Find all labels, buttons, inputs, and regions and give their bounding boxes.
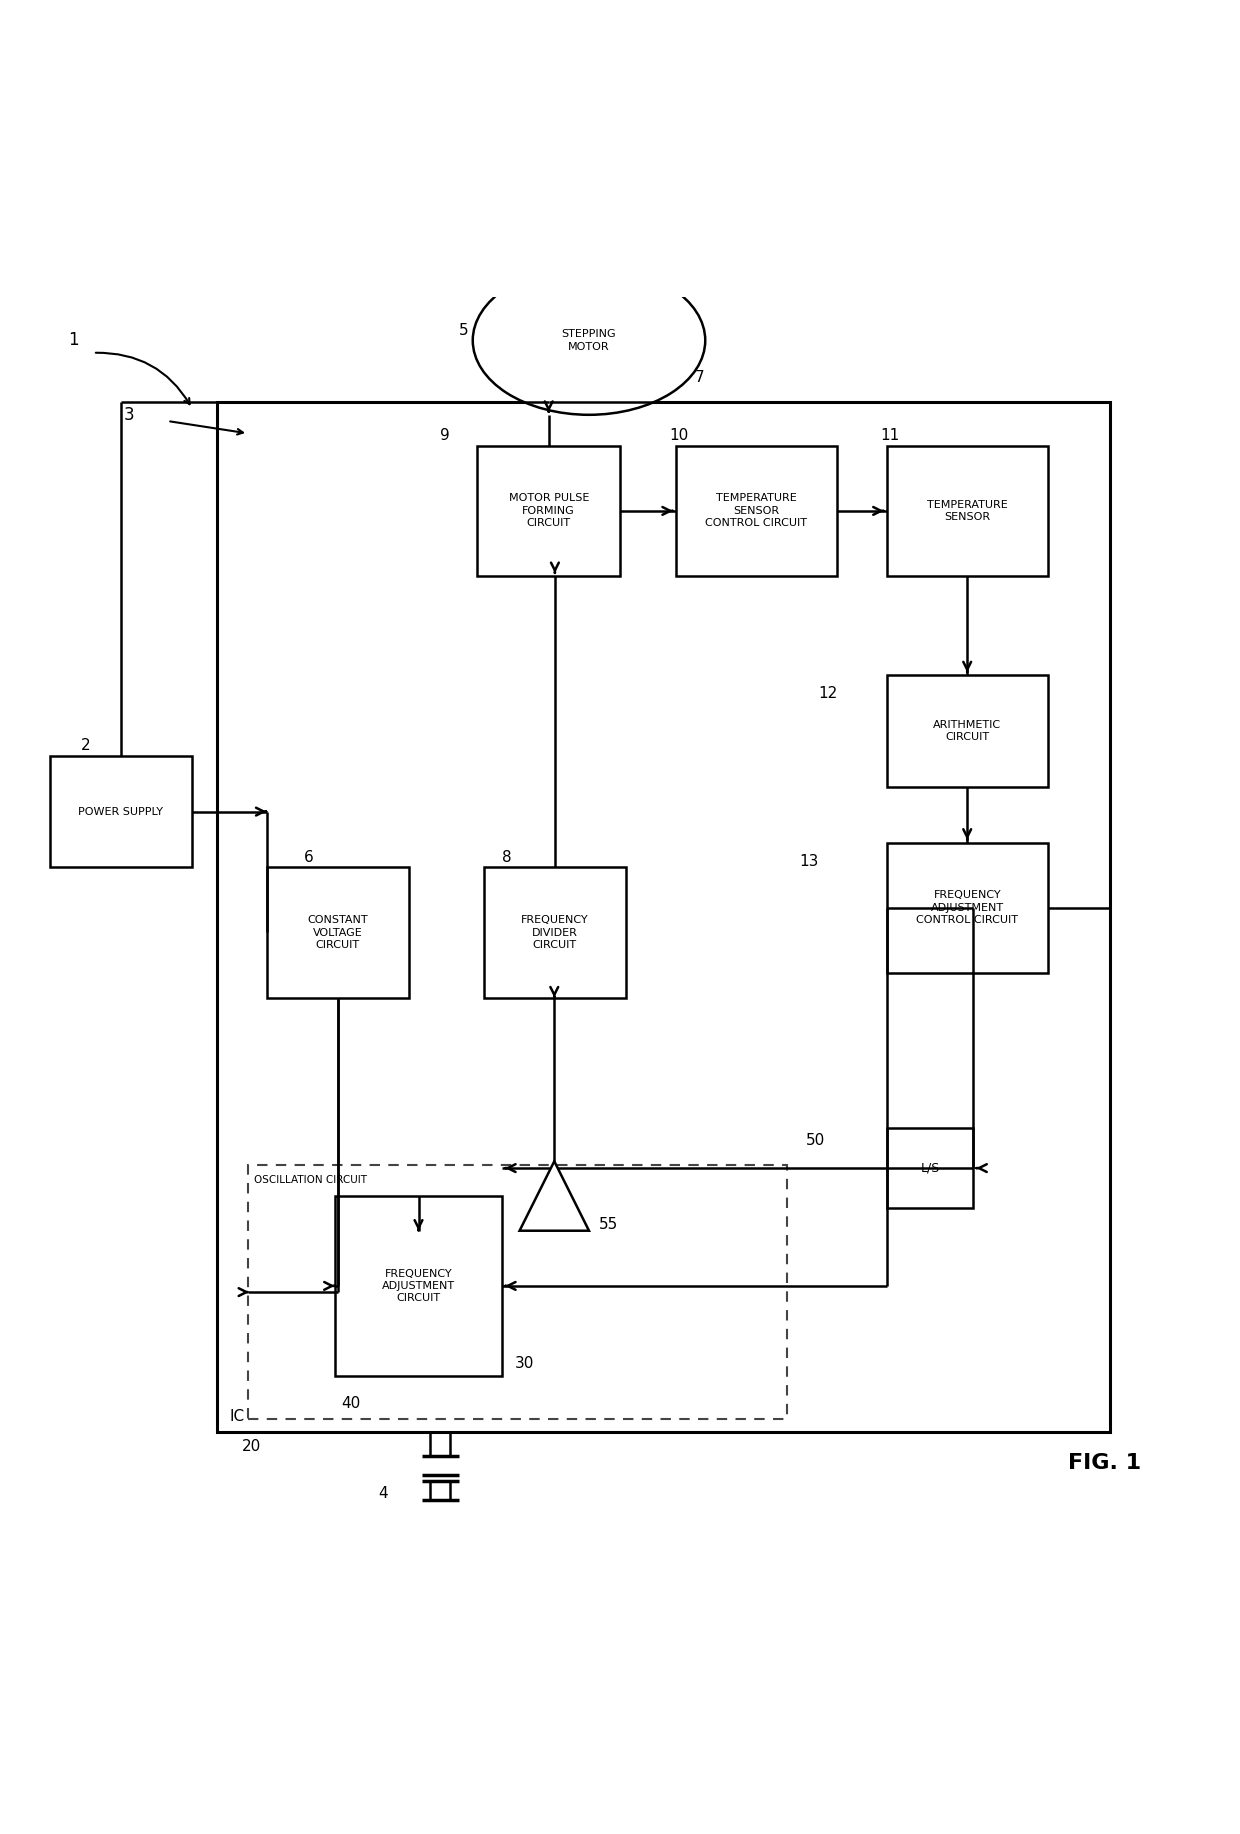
- Text: 50: 50: [806, 1133, 826, 1148]
- Bar: [484, 867, 626, 998]
- Text: 6: 6: [304, 849, 314, 866]
- Text: 30: 30: [515, 1355, 534, 1370]
- Text: 8: 8: [502, 849, 512, 866]
- Text: ARITHMETIC
CIRCUIT: ARITHMETIC CIRCUIT: [934, 719, 1001, 743]
- Text: CONSTANT
VOLTAGE
CIRCUIT: CONSTANT VOLTAGE CIRCUIT: [308, 915, 368, 950]
- Text: MOTOR PULSE
FORMING
CIRCUIT: MOTOR PULSE FORMING CIRCUIT: [508, 493, 589, 528]
- Bar: [887, 446, 1048, 576]
- Bar: [887, 1128, 973, 1209]
- Text: L/S: L/S: [920, 1161, 940, 1174]
- Text: 10: 10: [670, 429, 689, 444]
- Bar: [50, 756, 192, 867]
- Text: FREQUENCY
ADJUSTMENT
CONTROL CIRCUIT: FREQUENCY ADJUSTMENT CONTROL CIRCUIT: [916, 889, 1018, 924]
- Bar: [267, 867, 409, 998]
- Text: POWER SUPPLY: POWER SUPPLY: [78, 807, 164, 816]
- Text: 2: 2: [81, 739, 91, 754]
- Text: 40: 40: [341, 1396, 361, 1410]
- Text: 20: 20: [242, 1440, 262, 1454]
- Text: FREQUENCY
DIVIDER
CIRCUIT: FREQUENCY DIVIDER CIRCUIT: [521, 915, 589, 950]
- Text: 3: 3: [124, 405, 135, 424]
- Bar: [887, 675, 1048, 787]
- Text: IC: IC: [229, 1409, 244, 1425]
- Bar: [335, 1196, 502, 1376]
- Text: 11: 11: [880, 429, 900, 444]
- Bar: [887, 842, 1048, 972]
- Text: TEMPERATURE
SENSOR: TEMPERATURE SENSOR: [926, 499, 1008, 523]
- Text: 9: 9: [440, 429, 450, 444]
- Text: FREQUENCY
ADJUSTMENT
CIRCUIT: FREQUENCY ADJUSTMENT CIRCUIT: [382, 1269, 455, 1304]
- Text: 55: 55: [599, 1218, 619, 1232]
- Bar: [676, 446, 837, 576]
- Text: FIG. 1: FIG. 1: [1068, 1453, 1141, 1473]
- Text: 4: 4: [378, 1486, 388, 1500]
- Polygon shape: [520, 1161, 589, 1231]
- Text: 7: 7: [694, 370, 704, 385]
- Bar: [248, 1165, 787, 1420]
- Text: OSCILLATION CIRCUIT: OSCILLATION CIRCUIT: [254, 1176, 367, 1185]
- Text: 1: 1: [68, 332, 79, 350]
- Ellipse shape: [472, 266, 706, 414]
- Text: TEMPERATURE
SENSOR
CONTROL CIRCUIT: TEMPERATURE SENSOR CONTROL CIRCUIT: [706, 493, 807, 528]
- Text: 5: 5: [459, 323, 469, 337]
- Bar: [477, 446, 620, 576]
- Text: 13: 13: [800, 853, 820, 869]
- Text: STEPPING
MOTOR: STEPPING MOTOR: [562, 328, 616, 352]
- Bar: [217, 402, 1110, 1432]
- Text: 12: 12: [818, 686, 838, 701]
